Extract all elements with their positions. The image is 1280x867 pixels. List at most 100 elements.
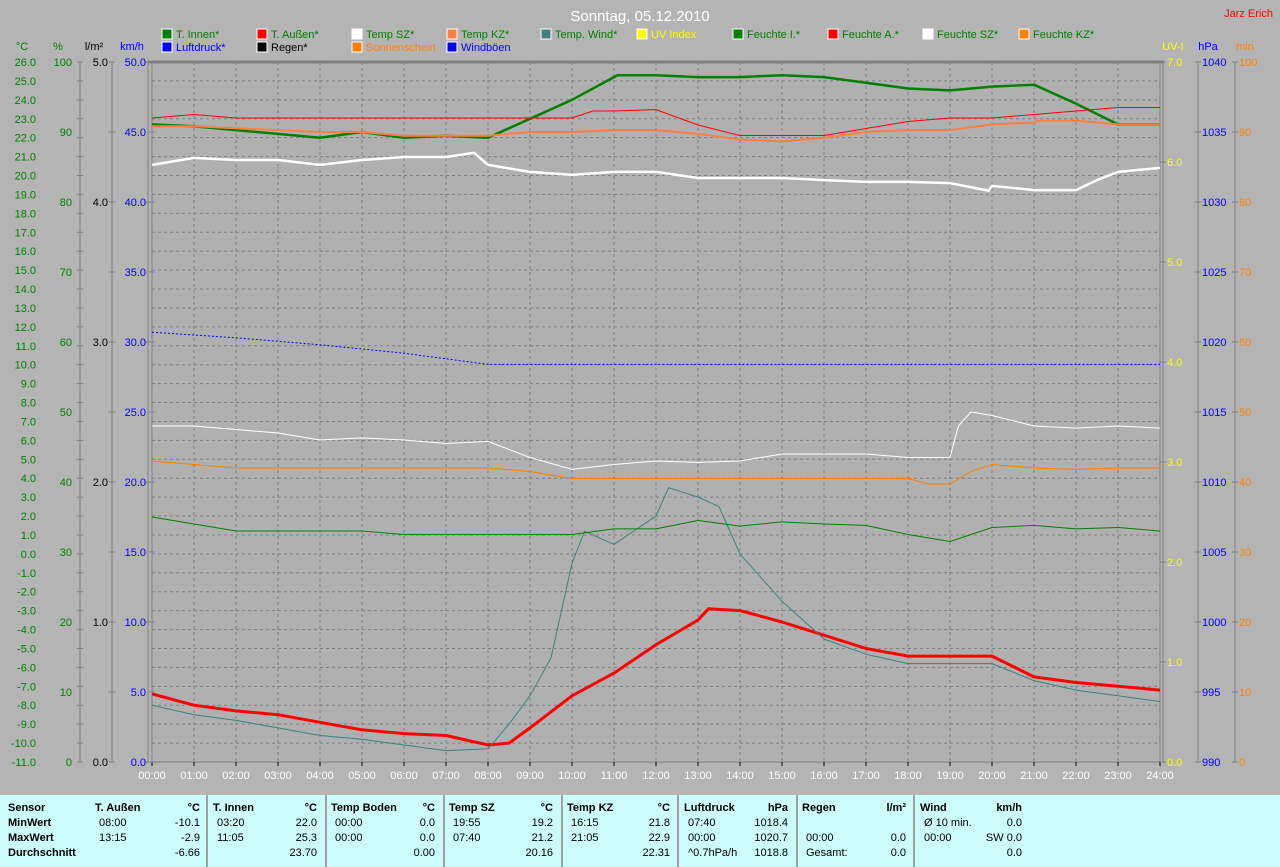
- temp-axis-tick-label: 25.0: [15, 76, 36, 88]
- stat-time: 08:00: [99, 817, 127, 829]
- legend-item: Regen*: [271, 42, 308, 54]
- stat-value: 22.31: [642, 847, 670, 859]
- legend-item: Feuchte SZ*: [937, 29, 999, 41]
- stat-time: Gesamt:: [806, 847, 848, 859]
- press-axis-tick-label: 995: [1202, 687, 1220, 699]
- legend-swatch: [256, 41, 268, 53]
- press-axis-tick-label: 1010: [1202, 477, 1226, 489]
- column-divider: [913, 795, 915, 867]
- x-tick-label: 14:00: [726, 770, 754, 782]
- temp-axis-tick-label: 19.0: [15, 189, 36, 201]
- x-tick-label: 01:00: [180, 770, 208, 782]
- temp-axis-tick-label: -7.0: [17, 681, 36, 693]
- press-axis-tick-label: 1030: [1202, 197, 1226, 209]
- legend-item: T. Außen*: [271, 29, 319, 41]
- column-unit: km/h: [996, 802, 1022, 814]
- sun-axis-tick-label: 90: [1239, 127, 1251, 139]
- rain-axis-tick-label: 0.0: [93, 757, 108, 769]
- stat-time: 03:20: [217, 817, 245, 829]
- legend-swatch: [351, 28, 363, 40]
- stat-value: 0.0: [1006, 817, 1022, 829]
- x-tick-label: 15:00: [768, 770, 796, 782]
- row-label: Durchschnitt: [8, 847, 76, 859]
- x-tick-label: 02:00: [222, 770, 250, 782]
- x-tick-label: 08:00: [474, 770, 502, 782]
- temp-axis-tick-label: -10.0: [11, 738, 36, 750]
- press-axis-tick-label: 1015: [1202, 407, 1226, 419]
- temp-axis-tick-label: 24.0: [15, 95, 36, 107]
- series-line-t-innen-: [151, 73, 1160, 139]
- temp-axis-tick-label: 13.0: [15, 303, 36, 315]
- column-unit: °C: [657, 802, 670, 814]
- legend-swatch: [1018, 28, 1030, 40]
- sun-axis-tick-label: 30: [1239, 547, 1251, 559]
- column-header: Luftdruck: [684, 802, 735, 814]
- legend-swatch: [446, 41, 458, 53]
- x-tick-label: 04:00: [306, 770, 334, 782]
- stat-value: 21.8: [648, 817, 670, 829]
- series-line-temp-kz-: [152, 119, 1160, 143]
- column-unit: °C: [304, 802, 317, 814]
- x-tick-label: 11:00: [601, 770, 628, 782]
- legend-item: Temp. Wind*: [555, 29, 618, 41]
- press-axis-tick-label: 1025: [1202, 267, 1226, 279]
- temp-axis-tick-label: 21.0: [15, 152, 36, 164]
- x-tick-label: 13:00: [684, 770, 712, 782]
- press-axis-tick-label: 1000: [1202, 617, 1226, 629]
- temp-axis-tick-label: 20.0: [15, 171, 36, 183]
- temp-axis-tick-label: -1.0: [17, 568, 36, 580]
- x-tick-label: 23:00: [1104, 770, 1132, 782]
- column-header: Temp Boden: [331, 802, 397, 814]
- x-tick-label: 03:00: [264, 770, 292, 782]
- rain-axis-tick-label: 1.0: [93, 617, 108, 629]
- wind-axis-tick-label: 45.0: [125, 127, 146, 139]
- x-tick-label: 10:00: [558, 770, 586, 782]
- series-line-temp-wind-: [151, 487, 1161, 752]
- column-divider: [206, 795, 208, 867]
- author-label: Jarz Erich: [1224, 8, 1273, 20]
- column-header: Wind: [920, 802, 947, 814]
- column-unit: °C: [187, 802, 200, 814]
- temp-axis-tick-label: 8.0: [21, 398, 36, 410]
- temp-axis-tick-label: -2.0: [17, 587, 36, 599]
- temp-axis-tick-label: 5.0: [21, 454, 36, 466]
- stat-value: 1018.8: [754, 847, 788, 859]
- temp-axis-tick-label: 14.0: [15, 284, 36, 296]
- wind-axis-tick-label: 25.0: [125, 407, 146, 419]
- stat-value: 0.0: [419, 817, 435, 829]
- column-header: Temp KZ: [567, 802, 614, 814]
- uv-axis-tick-label: 7.0: [1167, 57, 1182, 69]
- temp-axis-tick-label: -6.0: [17, 662, 36, 674]
- column-divider: [443, 795, 445, 867]
- temp-axis-tick-label: -4.0: [17, 625, 36, 637]
- sun-axis-unit: min: [1236, 41, 1254, 53]
- stat-time: 07:40: [688, 817, 716, 829]
- hum-axis-tick-label: 30: [60, 547, 72, 559]
- x-tick-label: 16:00: [810, 770, 838, 782]
- uv-axis-tick-label: 4.0: [1167, 357, 1182, 369]
- series-line-feuchte-a-: [151, 107, 1160, 136]
- legend-item: Feuchte I.*: [747, 29, 801, 41]
- legend-item: Temp KZ*: [461, 29, 510, 41]
- chart-title: Sonntag, 05.12.2010: [570, 8, 709, 25]
- temp-axis-tick-label: 26.0: [15, 57, 36, 69]
- temp-axis-tick-label: -5.0: [17, 643, 36, 655]
- stat-value: -6.66: [174, 847, 200, 859]
- column-divider: [325, 795, 327, 867]
- stat-value: -2.9: [181, 832, 200, 844]
- column-divider: [677, 795, 679, 867]
- stat-time: 07:40: [453, 832, 481, 844]
- stat-value: 1018.4: [754, 817, 788, 829]
- sun-axis-tick-label: 0: [1239, 757, 1245, 769]
- temp-axis-tick-label: 22.0: [15, 133, 36, 145]
- press-axis-unit: hPa: [1198, 41, 1218, 53]
- stat-time: 00:00: [335, 817, 363, 829]
- stat-value: -10.1: [174, 817, 200, 829]
- temp-axis-tick-label: -8.0: [17, 700, 36, 712]
- temp-axis-tick-label: -9.0: [17, 719, 36, 731]
- x-tick-label: 18:00: [894, 770, 922, 782]
- hum-axis-unit: %: [53, 41, 63, 53]
- press-axis-tick-label: 1040: [1202, 57, 1226, 69]
- hum-axis-tick-label: 40: [60, 477, 72, 489]
- legend-item: T. Innen*: [176, 29, 220, 41]
